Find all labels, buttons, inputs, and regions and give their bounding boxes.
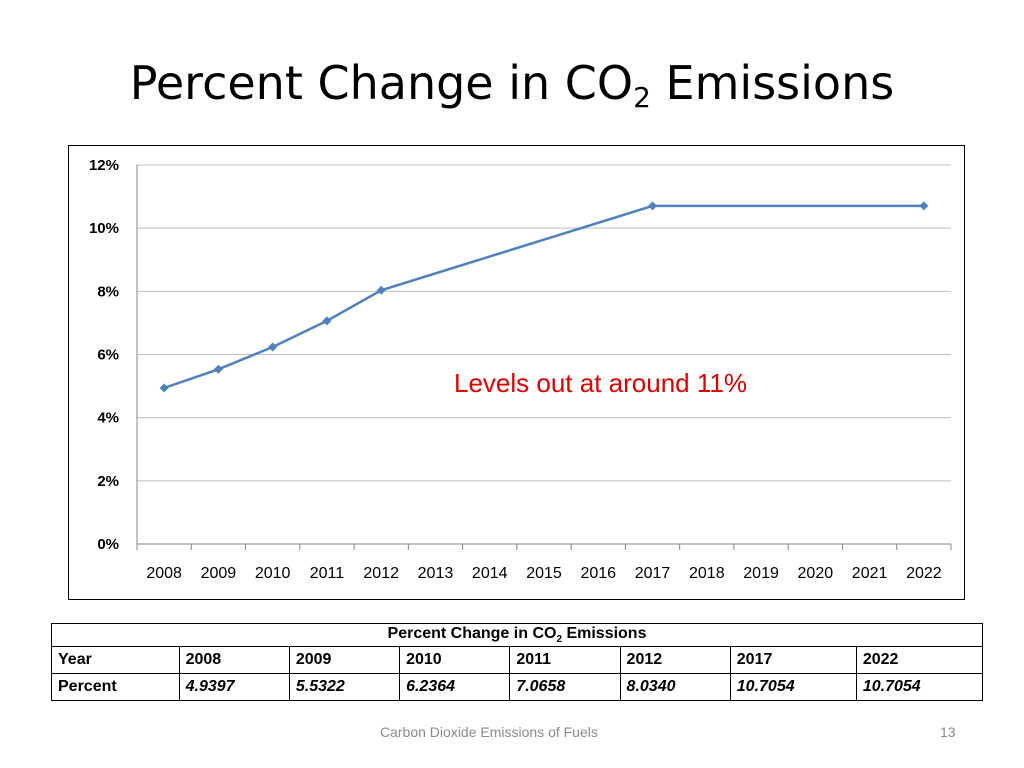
year-cell: 2008: [178, 646, 290, 675]
x-tick-label: 2020: [798, 565, 834, 582]
year-cell: 2009: [288, 646, 401, 675]
line-chart: 0% 2% 4% 6% 8% 10% 12% 2008 2009 2010 2011 2012 2013…: [89, 157, 952, 582]
x-tick-label: 2021: [852, 565, 888, 582]
x-tick-label: 2015: [526, 565, 562, 582]
x-tick-label: 2013: [418, 565, 454, 582]
y-tick-label: 8%: [97, 283, 119, 300]
data-point: [648, 201, 658, 211]
percent-cell: 4.9397: [178, 673, 290, 702]
table-caption-suffix: Emissions: [562, 625, 647, 642]
percent-cell: 10.7054: [729, 673, 857, 702]
year-cell: 2022: [855, 646, 984, 675]
x-tick-label: 2010: [255, 565, 291, 582]
table-caption-text: Percent Change in CO: [387, 625, 557, 642]
percent-cell: 5.5322: [288, 673, 401, 702]
x-tick-label: 2014: [472, 565, 508, 582]
y-tick-label: 10%: [89, 220, 119, 237]
table-year-row: Year 2008 2009 2010 2011 2012 2017 2022: [51, 646, 984, 675]
x-tick-label: 2018: [689, 565, 725, 582]
data-table: Percent Change in CO2 Emissions Year 200…: [51, 622, 984, 702]
data-point: [322, 316, 332, 326]
table-caption: Percent Change in CO2 Emissions: [51, 622, 983, 648]
page-number: 13: [940, 724, 956, 740]
slide-title-suffix: Emissions: [650, 56, 895, 110]
slide-title-text: Percent Change in CO: [129, 56, 634, 110]
y-tick-label: 4%: [97, 410, 119, 427]
slide-title: Percent Change in CO2 Emissions: [0, 58, 1024, 114]
data-point: [268, 342, 278, 352]
x-tick-label: 2012: [363, 565, 399, 582]
year-cell: 2017: [729, 646, 857, 675]
data-point: [159, 383, 169, 393]
x-tick-label: 2009: [201, 565, 237, 582]
percent-cell: 7.0658: [509, 673, 621, 702]
x-tick-label: 2019: [743, 565, 779, 582]
y-tick-label: 6%: [97, 347, 119, 364]
chart-frame: 0% 2% 4% 6% 8% 10% 12% 2008 2009 2010 2011 2012 2013…: [68, 145, 965, 600]
table-percent-row: Percent 4.9397 5.5322 6.2364 7.0658 8.03…: [51, 673, 984, 702]
year-row-header: Year: [51, 646, 180, 675]
series-line: [163, 204, 924, 390]
table-caption-row: Percent Change in CO2 Emissions: [51, 622, 983, 648]
x-tick-label: 2017: [635, 565, 671, 582]
y-tick-label: 2%: [97, 473, 119, 490]
percent-cell: 8.0340: [619, 673, 731, 702]
y-tick-label: 12%: [89, 157, 119, 174]
percent-cell: 6.2364: [399, 673, 511, 702]
data-point: [919, 201, 929, 211]
data-point: [376, 285, 386, 295]
year-cell: 2010: [399, 646, 511, 675]
x-tick-label: 2016: [580, 565, 616, 582]
y-tick-label: 0%: [97, 536, 119, 553]
slide-footer: Carbon Dioxide Emissions of Fuels: [380, 724, 598, 740]
data-point: [213, 364, 223, 374]
chart-annotation: Levels out at around 11%: [454, 368, 747, 398]
percent-row-header: Percent: [51, 673, 180, 702]
slide-title-subscript: 2: [633, 81, 651, 114]
x-tick-label: 2011: [310, 565, 345, 582]
year-cell: 2011: [509, 646, 621, 675]
year-cell: 2012: [619, 646, 731, 675]
percent-cell: 10.7054: [855, 673, 984, 702]
table-caption-subscript: 2: [556, 634, 562, 646]
x-tick-label: 2008: [146, 565, 182, 582]
x-tick-label: 2022: [906, 565, 942, 582]
